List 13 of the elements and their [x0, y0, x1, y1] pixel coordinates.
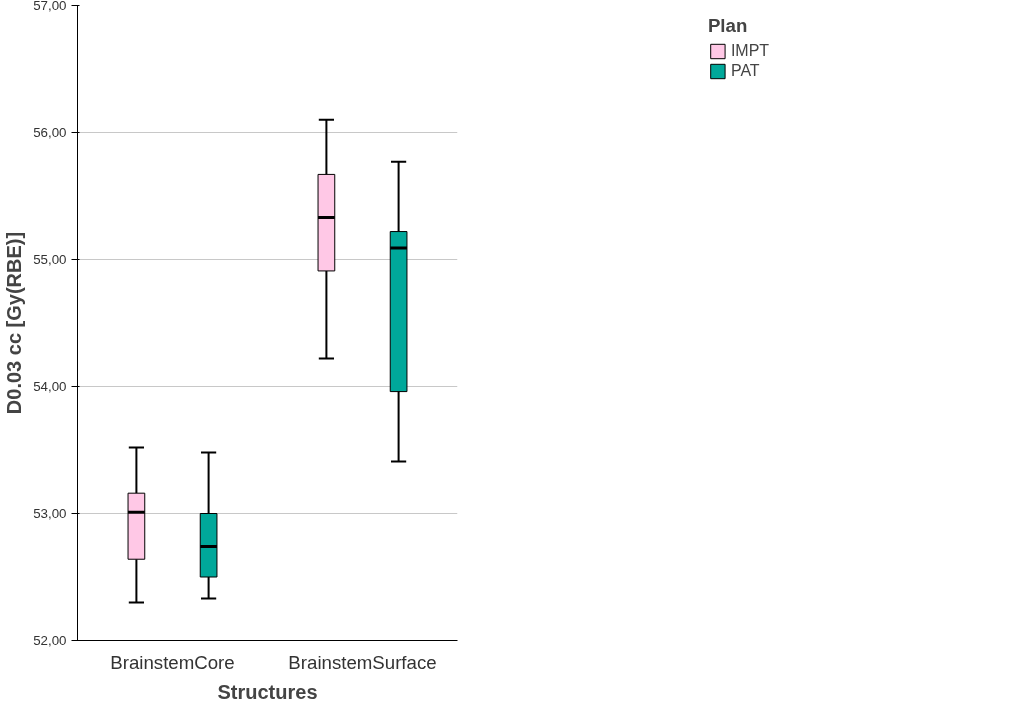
y-tick-label: 54,00	[33, 379, 67, 394]
y-tick-label: 52,00	[33, 633, 67, 648]
y-tick-label: 55,00	[33, 252, 67, 267]
y-tick-label: 56,00	[33, 125, 67, 140]
legend-label: IMPT	[730, 42, 770, 60]
x-tick-label: BrainstemSurface	[288, 651, 437, 673]
y-tick-label: 57,00	[33, 0, 67, 13]
x-tick-label: BrainstemCore	[110, 651, 235, 673]
y-axis-title: D0.03 cc [Gy(RBE)]	[3, 231, 26, 415]
legend-title: Plan	[707, 15, 749, 37]
y-tick-label: 53,00	[33, 506, 67, 521]
x-axis-title: Structures	[217, 680, 318, 703]
legend-label: PAT	[730, 62, 760, 80]
